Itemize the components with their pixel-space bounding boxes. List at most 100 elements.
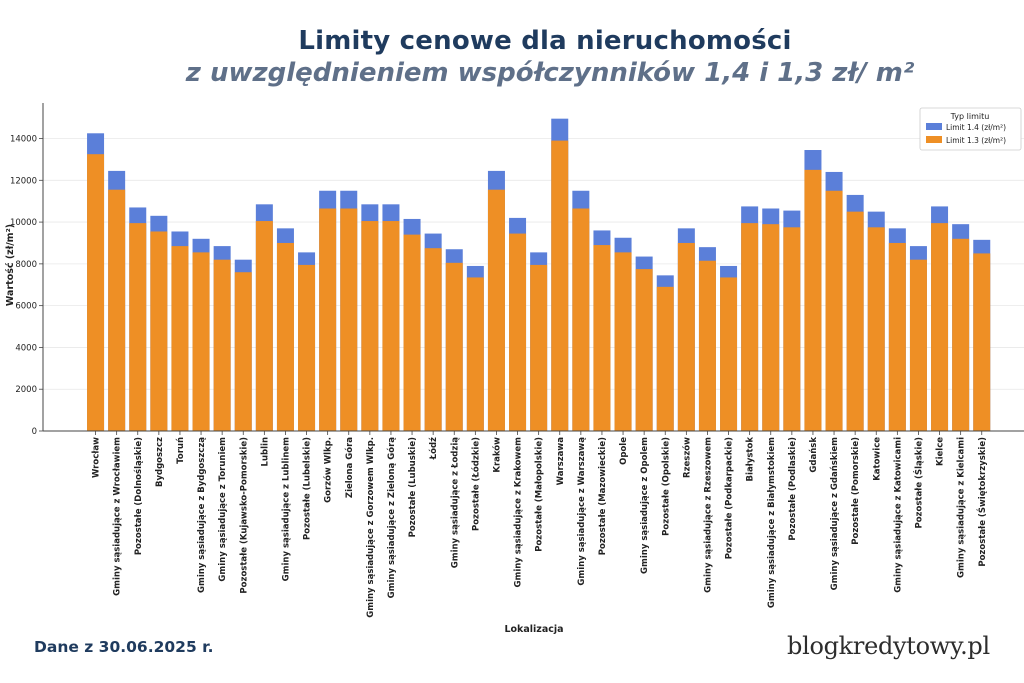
y-tick-labels: 0 2000 4000 6000 8000 10000 12000 14000 bbox=[10, 135, 43, 437]
x-tick-label: Gminy sąsiadujące z Lublinem bbox=[281, 437, 291, 581]
legend: Typ limitu Limit 1.4 (zł/m²) Limit 1.3 (… bbox=[919, 107, 1022, 151]
bar-limit-13 bbox=[973, 253, 991, 431]
bar-limit-13 bbox=[319, 208, 337, 431]
bar-limit-13 bbox=[762, 224, 780, 431]
x-tick-label: Gminy sąsiadujące z Katowicami bbox=[893, 437, 903, 593]
x-tick-label: Gminy sąsiadujące z Białymstokiem bbox=[767, 437, 777, 608]
x-tick-label: Pozostałe (Małopolskie) bbox=[535, 437, 545, 552]
bars bbox=[87, 118, 991, 432]
x-tick-label: Lublin bbox=[260, 437, 270, 466]
x-tick-label: Pozostałe (Opolskie) bbox=[661, 437, 671, 536]
x-tick-label: Gminy sąsiadujące z Kielcami bbox=[957, 437, 967, 578]
legend-label-limit-14: Limit 1.4 (zł/m²) bbox=[946, 123, 1006, 132]
bar-limit-13 bbox=[931, 223, 949, 431]
bar-limit-13 bbox=[677, 242, 695, 431]
y-tick-label: 0 bbox=[32, 427, 37, 437]
legend-label-limit-13: Limit 1.3 (zł/m²) bbox=[946, 136, 1006, 145]
bar-limit-13 bbox=[403, 234, 421, 431]
bar-limit-13 bbox=[867, 227, 885, 431]
x-tick-label: Pozostałe (Mazowieckie) bbox=[598, 437, 608, 555]
x-tick-label: Kielce bbox=[936, 437, 946, 466]
x-tick-label: Gminy sąsiadujące z Łodzią bbox=[450, 437, 460, 568]
y-tick-label: 12000 bbox=[10, 176, 37, 186]
x-tick-label: Gorzów Wlkp. bbox=[323, 437, 334, 503]
bar-limit-13 bbox=[551, 140, 569, 431]
y-tick-label: 2000 bbox=[15, 385, 37, 395]
x-tick-label: Gminy sąsiadujące z Opolem bbox=[640, 437, 650, 574]
x-tick-label: Gminy sąsiadujące z Rzeszowem bbox=[703, 437, 713, 593]
bar-limit-13 bbox=[614, 252, 632, 431]
x-tick-label: Rzeszów bbox=[681, 437, 692, 478]
bar-limit-13 bbox=[192, 252, 210, 431]
x-tick-labels: Wrocław Gminy sąsiadujące z Wrocławiem Poz… bbox=[92, 431, 988, 618]
bar-limit-13 bbox=[445, 262, 463, 431]
x-tick-label: Pozostałe (Śląskie) bbox=[912, 437, 924, 529]
x-tick-label: Zielona Góra bbox=[344, 437, 355, 498]
bar-limit-13 bbox=[698, 260, 716, 431]
x-tick-label: Pozostałe (Łódzkie) bbox=[470, 437, 481, 531]
bar-limit-13 bbox=[825, 190, 843, 431]
x-tick-label: Pozostałe (Podkarpackie) bbox=[725, 437, 735, 559]
x-tick-label: Pozostałe (Pomorskie) bbox=[851, 437, 861, 545]
x-tick-label: Gminy sąsiadujące z Warszawą bbox=[577, 437, 587, 586]
x-tick-label: Toruń bbox=[176, 437, 186, 464]
bar-limit-13 bbox=[656, 286, 674, 431]
x-tick-label: Warszawa bbox=[556, 437, 566, 486]
x-tick-label: Pozostałe (Dolnośląskie) bbox=[133, 437, 144, 555]
page-title: Limity cenowe dla nieruchomości bbox=[298, 26, 792, 56]
legend-swatch-limit-13 bbox=[926, 136, 942, 143]
bar-limit-13 bbox=[952, 238, 970, 431]
bar-limit-13 bbox=[298, 264, 316, 431]
x-tick-label: Gminy sąsiadujące z Gorzowem Wlkp. bbox=[366, 437, 376, 618]
x-tick-label: Gminy sąsiadujące z Wrocławiem bbox=[113, 437, 123, 596]
legend-title: Typ limitu bbox=[950, 112, 990, 121]
bar-limit-13 bbox=[108, 189, 126, 431]
bar-limit-13 bbox=[572, 208, 590, 431]
y-tick-label: 10000 bbox=[10, 218, 37, 228]
y-tick-label: 6000 bbox=[15, 302, 37, 312]
bar-limit-13 bbox=[466, 277, 484, 431]
page-subtitle: z uwzględnieniem współczynników 1,4 i 1,… bbox=[185, 58, 915, 88]
x-tick-label: Opole bbox=[619, 437, 629, 465]
x-tick-label: Pozostałe (Lubelskie) bbox=[303, 437, 313, 540]
x-tick-label: Białystok bbox=[746, 437, 756, 482]
axes bbox=[42, 103, 1024, 432]
bar-limit-13 bbox=[171, 246, 189, 431]
bar-limit-13 bbox=[909, 259, 927, 431]
bar-limit-13 bbox=[593, 245, 611, 431]
bar-limit-13 bbox=[150, 231, 168, 431]
x-tick-label: Gdańsk bbox=[809, 437, 819, 473]
bar-limit-13 bbox=[487, 189, 505, 431]
x-tick-label: Pozostałe (Lubuskie) bbox=[408, 437, 418, 537]
bar-limit-13 bbox=[846, 211, 864, 431]
bar-limit-13 bbox=[509, 233, 527, 431]
x-tick-label: Gminy sąsiadujące z Krakowem bbox=[514, 437, 524, 588]
bar-limit-13 bbox=[276, 242, 294, 431]
bar-limit-13 bbox=[234, 272, 252, 431]
x-tick-label: Gminy sąsiadujące z Zieloną Górą bbox=[386, 437, 397, 599]
y-tick-label: 8000 bbox=[15, 260, 37, 270]
bar-limit-13 bbox=[635, 269, 653, 431]
bar-limit-13 bbox=[87, 154, 105, 432]
x-tick-label: Kraków bbox=[491, 437, 502, 473]
y-tick-label: 14000 bbox=[10, 135, 37, 145]
x-tick-label: Gminy sąsiadujące z Gdańskiem bbox=[830, 437, 840, 590]
x-tick-label: Łódź bbox=[428, 437, 439, 460]
bar-limit-13 bbox=[741, 223, 759, 431]
bar-limit-13 bbox=[382, 221, 400, 431]
x-tick-label: Gminy sąsiadujące z Bydgoszczą bbox=[197, 437, 207, 593]
bar-limit-13 bbox=[783, 227, 801, 431]
bar-limit-13 bbox=[720, 277, 738, 431]
x-axis-title: Lokalizacja bbox=[504, 624, 563, 635]
x-tick-label: Pozostałe (Podlaskie) bbox=[788, 437, 798, 541]
bar-limit-13 bbox=[530, 264, 548, 431]
bar-limit-13 bbox=[255, 221, 273, 431]
x-tick-label: Bydgoszcz bbox=[155, 437, 165, 487]
data-date-note: Dane z 30.06.2025 r. bbox=[34, 638, 214, 656]
bar-limit-13 bbox=[129, 223, 147, 431]
bar-limit-13 bbox=[213, 259, 231, 431]
x-tick-label: Pozostałe (Kujawsko-Pomorskie) bbox=[239, 437, 249, 594]
legend-swatch-limit-14 bbox=[926, 123, 942, 130]
bar-limit-13 bbox=[340, 208, 358, 431]
